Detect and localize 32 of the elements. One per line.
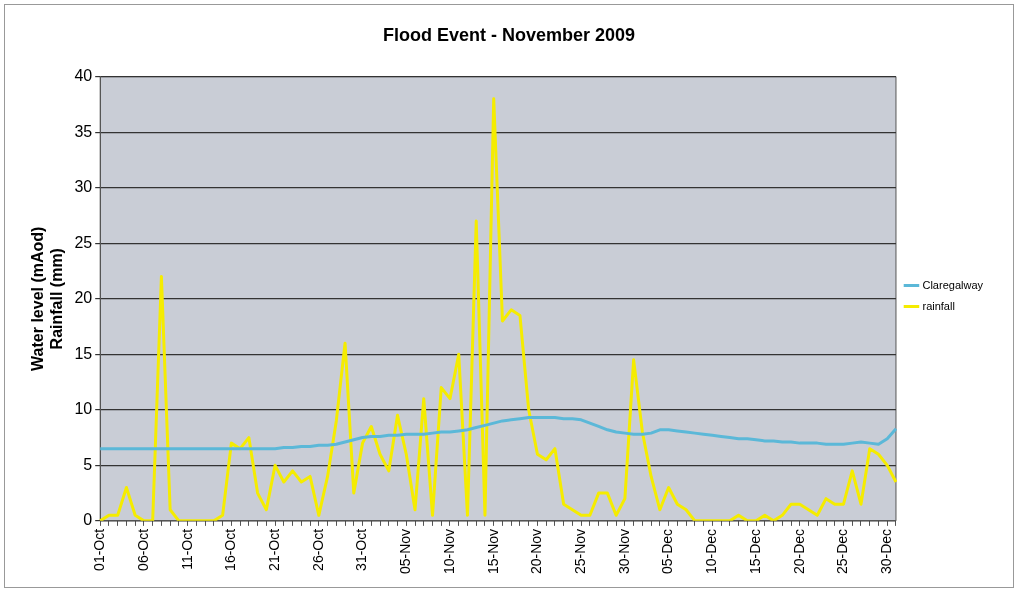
x-tick-label: 16-Oct xyxy=(222,528,239,571)
x-tick-label: 11-Oct xyxy=(178,528,195,570)
y-tick-label: 5 xyxy=(83,455,93,473)
x-tick-label: 10-Nov xyxy=(440,528,457,575)
y-tick-label: 35 xyxy=(74,122,93,140)
y-tick-label: 15 xyxy=(74,344,93,362)
x-tick-label: 01-Oct xyxy=(91,528,108,571)
y-tick-label: 20 xyxy=(74,289,93,307)
x-tick-label: 26-Oct xyxy=(309,528,326,571)
x-tick-label: 06-Oct xyxy=(134,528,151,571)
x-tick-label: 25-Dec xyxy=(834,528,851,575)
x-tick-label: 15-Dec xyxy=(746,528,763,575)
x-tick-label: 30-Nov xyxy=(615,528,632,575)
x-tick-label: 31-Oct xyxy=(353,528,370,571)
legend-label: rainfall xyxy=(922,299,955,312)
x-tick-label: 25-Nov xyxy=(572,528,589,575)
x-tick-label: 15-Nov xyxy=(484,528,501,575)
x-tick-label: 20-Nov xyxy=(528,528,545,575)
x-tick-label: 21-Oct xyxy=(265,528,282,571)
y-axis-title: Water level (mAod) Rainfall (mm) xyxy=(29,226,66,371)
y-tick-label: 30 xyxy=(74,178,93,196)
x-tick-label: 30-Dec xyxy=(878,528,895,575)
x-tick-label: 05-Dec xyxy=(659,528,676,575)
chart-title: Flood Event - November 2009 xyxy=(382,24,636,45)
y-tick-label: 0 xyxy=(83,511,93,529)
legend-label: Claregalway xyxy=(922,278,984,291)
y-tick-label: 40 xyxy=(74,67,93,85)
x-tick-label: 05-Nov xyxy=(397,528,414,575)
x-tick-label: 10-Dec xyxy=(703,528,720,575)
y-tick-label: 25 xyxy=(74,233,93,251)
y-tick-label: 10 xyxy=(74,400,93,418)
x-tick-label: 20-Dec xyxy=(790,528,807,575)
